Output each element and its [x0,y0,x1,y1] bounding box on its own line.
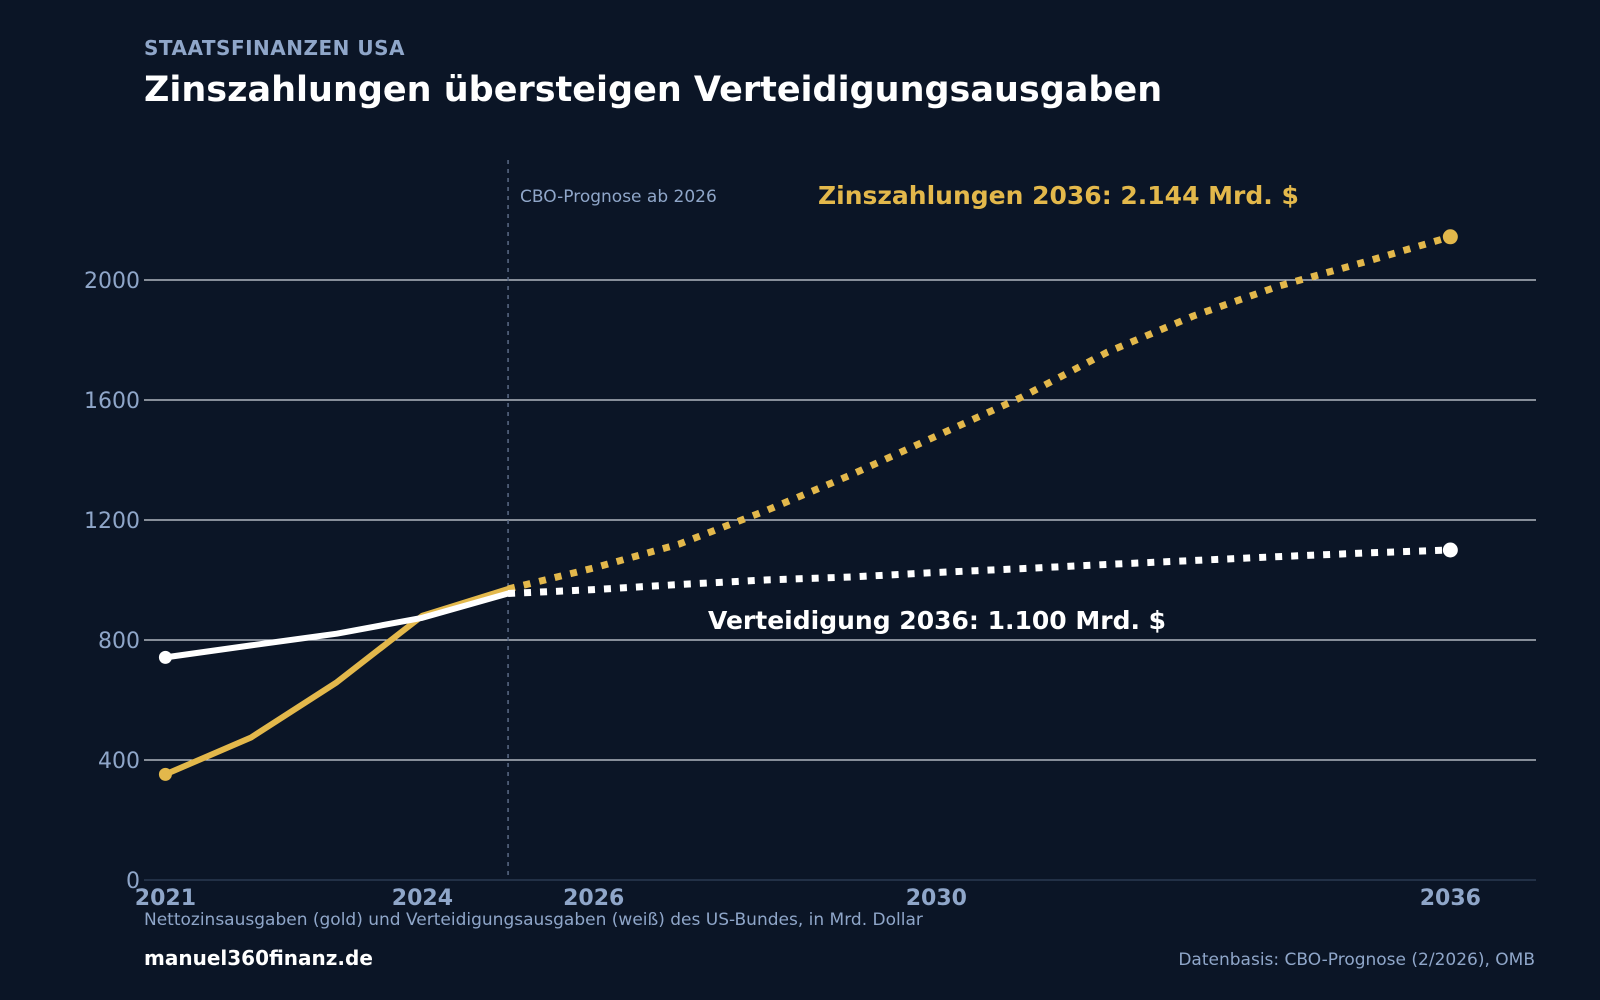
y-tick-label-0: 0 [126,869,140,894]
chart-kicker: STAATSFINANZEN USA [144,36,405,60]
y-tick-label-800: 800 [98,629,140,654]
forecast-label: CBO-Prognose ab 2026 [520,187,717,207]
x-tick-label-2036: 2036 [1420,886,1481,911]
chart-title: Zinszahlungen übersteigen Verteidigungsa… [144,70,1163,110]
interest-start-point [158,767,172,781]
interest-end-point [1442,229,1458,245]
data-source: Datenbasis: CBO-Prognose (2/2026), OMB [1178,950,1535,970]
defense-actual-line [162,590,512,661]
defense-start-point [158,650,172,664]
x-tick-label-2024: 2024 [392,886,453,911]
y-tick-label-1600: 1600 [84,389,140,414]
defense-end-point [1442,542,1458,558]
y-tick-label-1200: 1200 [84,509,140,534]
interest-forecast-line [507,233,1452,593]
interest-annotation: Zinszahlungen 2036: 2.144 Mrd. $ [818,181,1299,210]
defense-annotation: Verteidigung 2036: 1.100 Mrd. $ [708,606,1166,635]
chart-caption: Nettozinsausgaben (gold) und Verteidigun… [144,910,923,930]
brand-name: manuel360finanz.de [144,946,373,970]
x-tick-label-2030: 2030 [906,886,967,911]
defense-forecast-line [507,546,1451,597]
x-tick-label-2026: 2026 [563,886,624,911]
y-tick-label-2000: 2000 [84,269,140,294]
y-tick-label-400: 400 [98,749,140,774]
interest-actual-line [162,586,512,778]
x-tick-label-2021: 2021 [135,886,196,911]
